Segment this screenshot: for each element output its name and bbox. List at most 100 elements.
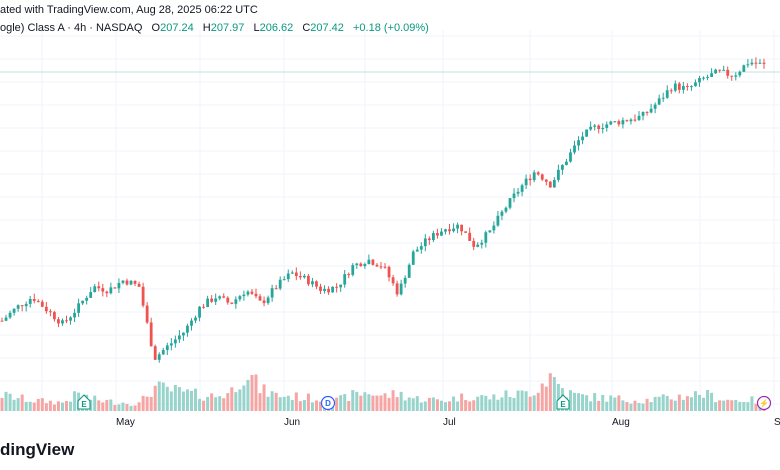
candle-body [145, 305, 149, 323]
candle-body [419, 246, 423, 250]
volume-bar [97, 400, 101, 411]
volume-bar [637, 402, 641, 411]
candle-body [315, 281, 318, 287]
candle-body [508, 198, 512, 208]
candle-body [218, 296, 222, 299]
candle-body [589, 126, 593, 130]
candle-body [488, 230, 492, 233]
candle-body [101, 288, 105, 292]
volume-bar [113, 405, 117, 411]
candle-body [565, 161, 568, 166]
volume-bar [359, 395, 363, 411]
volume-bar [653, 396, 657, 411]
volume-bar [391, 390, 395, 411]
volume-bar [133, 405, 137, 411]
volume-bar [677, 394, 681, 411]
volume-bar [298, 401, 302, 411]
candle-body [464, 231, 468, 233]
candle-body [391, 277, 395, 284]
candle-body [44, 306, 48, 312]
candle-body [367, 259, 371, 265]
candle-body [665, 90, 669, 98]
candle-body [456, 224, 459, 229]
candle-body [149, 322, 153, 347]
volume-bar [254, 374, 258, 411]
candle-body [556, 169, 560, 180]
volume-bar [726, 399, 730, 411]
open-value: 207.24 [160, 22, 194, 34]
candle-body [702, 77, 705, 79]
candle-body [85, 297, 89, 301]
volume-bar [60, 402, 64, 411]
candle-body [460, 224, 464, 232]
candle-body [202, 306, 205, 308]
candle-body [327, 288, 330, 293]
volume-bar [399, 391, 403, 411]
volume-bar [738, 401, 742, 411]
low-value: 206.62 [259, 22, 294, 34]
volume-bar [585, 395, 589, 411]
volume-bar [24, 401, 28, 411]
volume-bar [669, 399, 673, 411]
volume-bar [488, 399, 492, 411]
candle-body [415, 249, 419, 252]
candle-body [24, 303, 28, 307]
volume-bar [206, 396, 210, 411]
volume-bar [246, 379, 250, 411]
candle-body [653, 104, 657, 109]
event-markers[interactable]: E D E ⚡ [77, 394, 772, 411]
candle-body [250, 291, 254, 294]
candle-body [343, 274, 347, 285]
volume-bar [427, 397, 431, 411]
candle-body [206, 298, 210, 308]
volume-bar [665, 395, 669, 411]
volume-bar [718, 400, 722, 411]
candle-body [61, 320, 64, 324]
candle-body [262, 300, 266, 304]
volume-bar [573, 392, 577, 411]
volume-bar [218, 396, 222, 411]
volume-bar [56, 401, 60, 411]
candle-body [177, 335, 181, 340]
volume-bar [423, 401, 427, 411]
earnings-marker-label: E [560, 400, 566, 409]
candle-body [355, 263, 359, 266]
volume-bar [492, 394, 496, 411]
volume-bar [552, 377, 556, 411]
candle-body [609, 121, 613, 125]
candle-body [597, 125, 601, 130]
volume-bar [556, 383, 560, 411]
high-label: H [202, 22, 211, 34]
volume-bar [629, 403, 633, 411]
volume-bar [536, 392, 540, 411]
volume-bar [673, 400, 677, 411]
candle-body [290, 272, 294, 274]
volume-bar [641, 403, 645, 411]
candle-body [153, 346, 157, 360]
candle-body [375, 264, 379, 267]
candle-body [335, 286, 339, 288]
candle-body [528, 178, 532, 181]
candle-body [12, 308, 16, 313]
volume-bar [65, 401, 69, 411]
volume-bar [161, 382, 165, 411]
volume-bar [28, 401, 32, 411]
candle-body [113, 287, 117, 289]
volume-bar [577, 393, 581, 411]
candle-body [0, 320, 4, 322]
candle-body [190, 320, 193, 326]
volume-bar [693, 391, 697, 411]
volume-bar [714, 402, 718, 411]
candle-body [319, 286, 322, 291]
candle-body [226, 297, 230, 303]
candle-body [339, 284, 343, 288]
x-tick-label: Aug [612, 417, 630, 428]
volume-bar [347, 400, 351, 411]
candle-body [307, 275, 310, 285]
high-value: 207.97 [210, 22, 245, 34]
volume-bar [274, 392, 278, 411]
volume-bar [597, 400, 601, 411]
candle-body [93, 286, 97, 293]
volume-bar [129, 405, 133, 411]
candle-body [633, 119, 637, 121]
